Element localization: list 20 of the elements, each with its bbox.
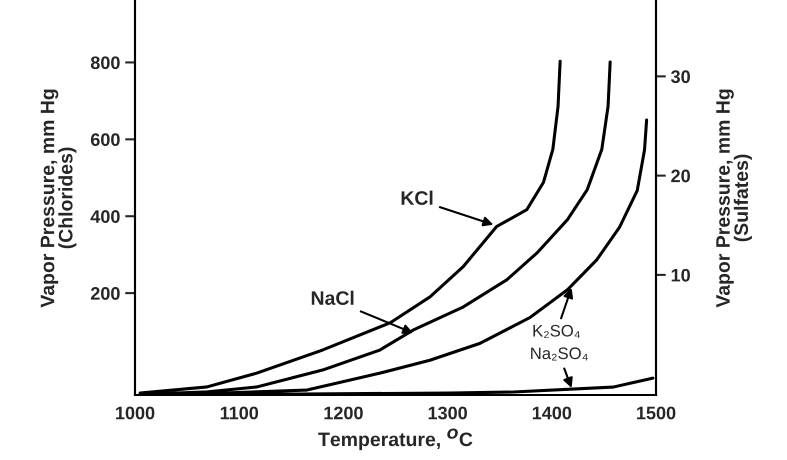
annotation: K₂SO₄ — [533, 324, 580, 338]
y-tick-label: 200 — [90, 287, 120, 300]
y-tick-label: 400 — [90, 210, 120, 223]
y2-axis-title: Vapor Pressure, mm Hg (Sulfates) — [716, 90, 752, 308]
x-tick-label: 1500 — [637, 406, 676, 420]
x-tick-label: 1200 — [324, 406, 363, 420]
y2-tick-label: 30 — [671, 70, 690, 84]
x-tick-label: 1400 — [532, 406, 572, 420]
annotation: Na₂SO₄ — [531, 347, 588, 360]
y-tick-label: 800 — [90, 56, 120, 70]
x-tick-label: 1300 — [428, 406, 467, 420]
annotation: KCl — [402, 190, 432, 205]
y-axis-title: Vapor Pressure, mm Hg (Chlorides) — [40, 90, 76, 308]
x-tick-label: 1100 — [220, 406, 258, 420]
y2-tick-label: 10 — [672, 268, 690, 282]
annotation: NaCl — [312, 290, 354, 305]
x-axis-title: Temperature, $^{O}$C — [318, 428, 472, 450]
y-tick-label: 600 — [90, 133, 120, 146]
x-tick-label: 1000 — [116, 406, 154, 420]
y2-tick-label: 20 — [671, 170, 690, 182]
